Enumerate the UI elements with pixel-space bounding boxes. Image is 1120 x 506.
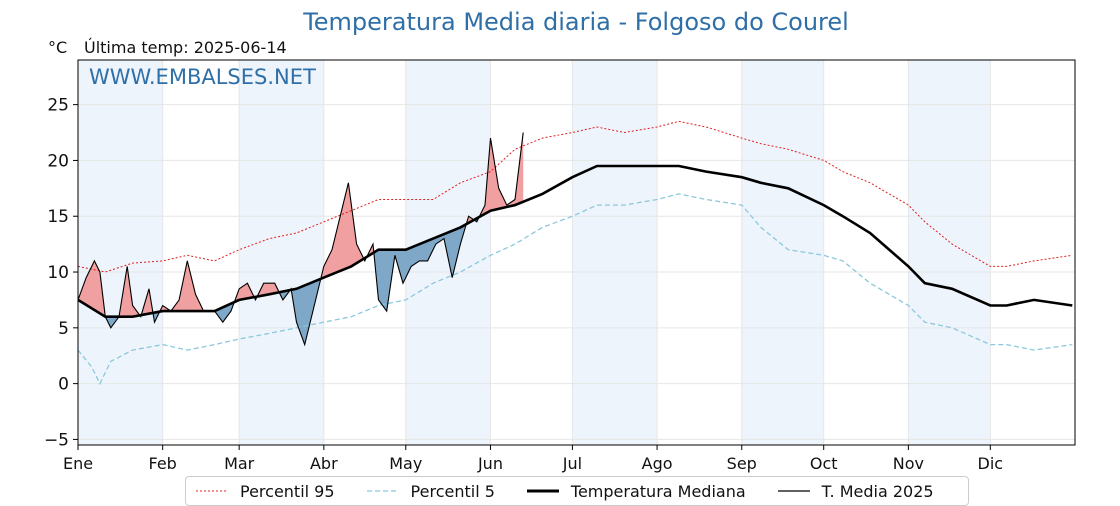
watermark: WWW.EMBALSES.NET <box>89 65 316 89</box>
above-median-area <box>321 182 365 279</box>
month-band <box>239 60 324 445</box>
above-median-area <box>479 132 524 217</box>
y-tick-label: 20 <box>47 151 69 171</box>
legend-label: Percentil 95 <box>240 481 335 501</box>
legend-label: T. Media 2025 <box>821 481 934 501</box>
y-unit-label: °C <box>48 38 68 57</box>
y-tick-label: 25 <box>47 96 69 116</box>
legend-item-median: Temperatura Mediana <box>525 482 746 501</box>
y-tick-label: 0 <box>58 375 69 395</box>
x-tick-label: May <box>389 454 422 473</box>
legend-item-p95: Percentil 95 <box>194 482 335 501</box>
temperature-chart: −5 0 5 10 15 20 25 Ene Feb Mar Abr May Jun Jul Ago Sep O… <box>44 59 1076 473</box>
month-band <box>78 60 163 445</box>
y-tick-label: −5 <box>44 430 69 450</box>
y-tick-label: 15 <box>47 207 69 227</box>
legend-item-t2025: T. Media 2025 <box>776 482 934 501</box>
legend: Percentil 95 Percentil 5 Temperatura Media… <box>185 476 969 506</box>
legend-swatch <box>366 490 399 492</box>
month-band <box>741 60 824 445</box>
median-temperature-line <box>77 164 1073 318</box>
above-median-area <box>159 260 216 312</box>
x-tick-label: Sep <box>727 454 757 473</box>
month-band <box>908 60 991 445</box>
month-band <box>572 60 658 445</box>
y-tick-label: 5 <box>58 319 69 339</box>
chart-title: Temperatura Media diaria - Folgoso do Co… <box>303 8 849 36</box>
percentile-5-line <box>77 193 1073 386</box>
x-tick-label: Abr <box>310 454 338 473</box>
last-temp-label: Última temp: 2025-06-14 <box>84 38 287 57</box>
below-median-area <box>105 316 119 328</box>
above-median-area <box>118 266 141 317</box>
legend-label: Temperatura Mediana <box>570 481 746 501</box>
x-tick-label: Mar <box>224 454 255 473</box>
x-tick-label: Ago <box>642 454 673 473</box>
x-tick-label: Dic <box>978 454 1004 473</box>
x-tick-label: Nov <box>893 454 924 473</box>
x-tick-label: Oct <box>810 454 838 473</box>
y-tick-label: 10 <box>47 263 69 283</box>
above-median-area <box>141 288 154 316</box>
plot-frame <box>77 59 1076 446</box>
legend-label: Percentil 5 <box>410 481 495 501</box>
legend-item-p5: Percentil 5 <box>365 482 495 501</box>
x-tick-label: Jun <box>477 454 503 473</box>
legend-swatch <box>777 490 810 492</box>
x-tick-label: Jul <box>562 454 582 473</box>
x-tick-label: Feb <box>149 454 177 473</box>
legend-swatch <box>196 490 228 492</box>
legend-swatch <box>526 489 559 493</box>
x-tick-label: Ene <box>63 454 93 473</box>
t-media-2025-line <box>77 132 524 347</box>
below-median-area <box>215 302 235 323</box>
